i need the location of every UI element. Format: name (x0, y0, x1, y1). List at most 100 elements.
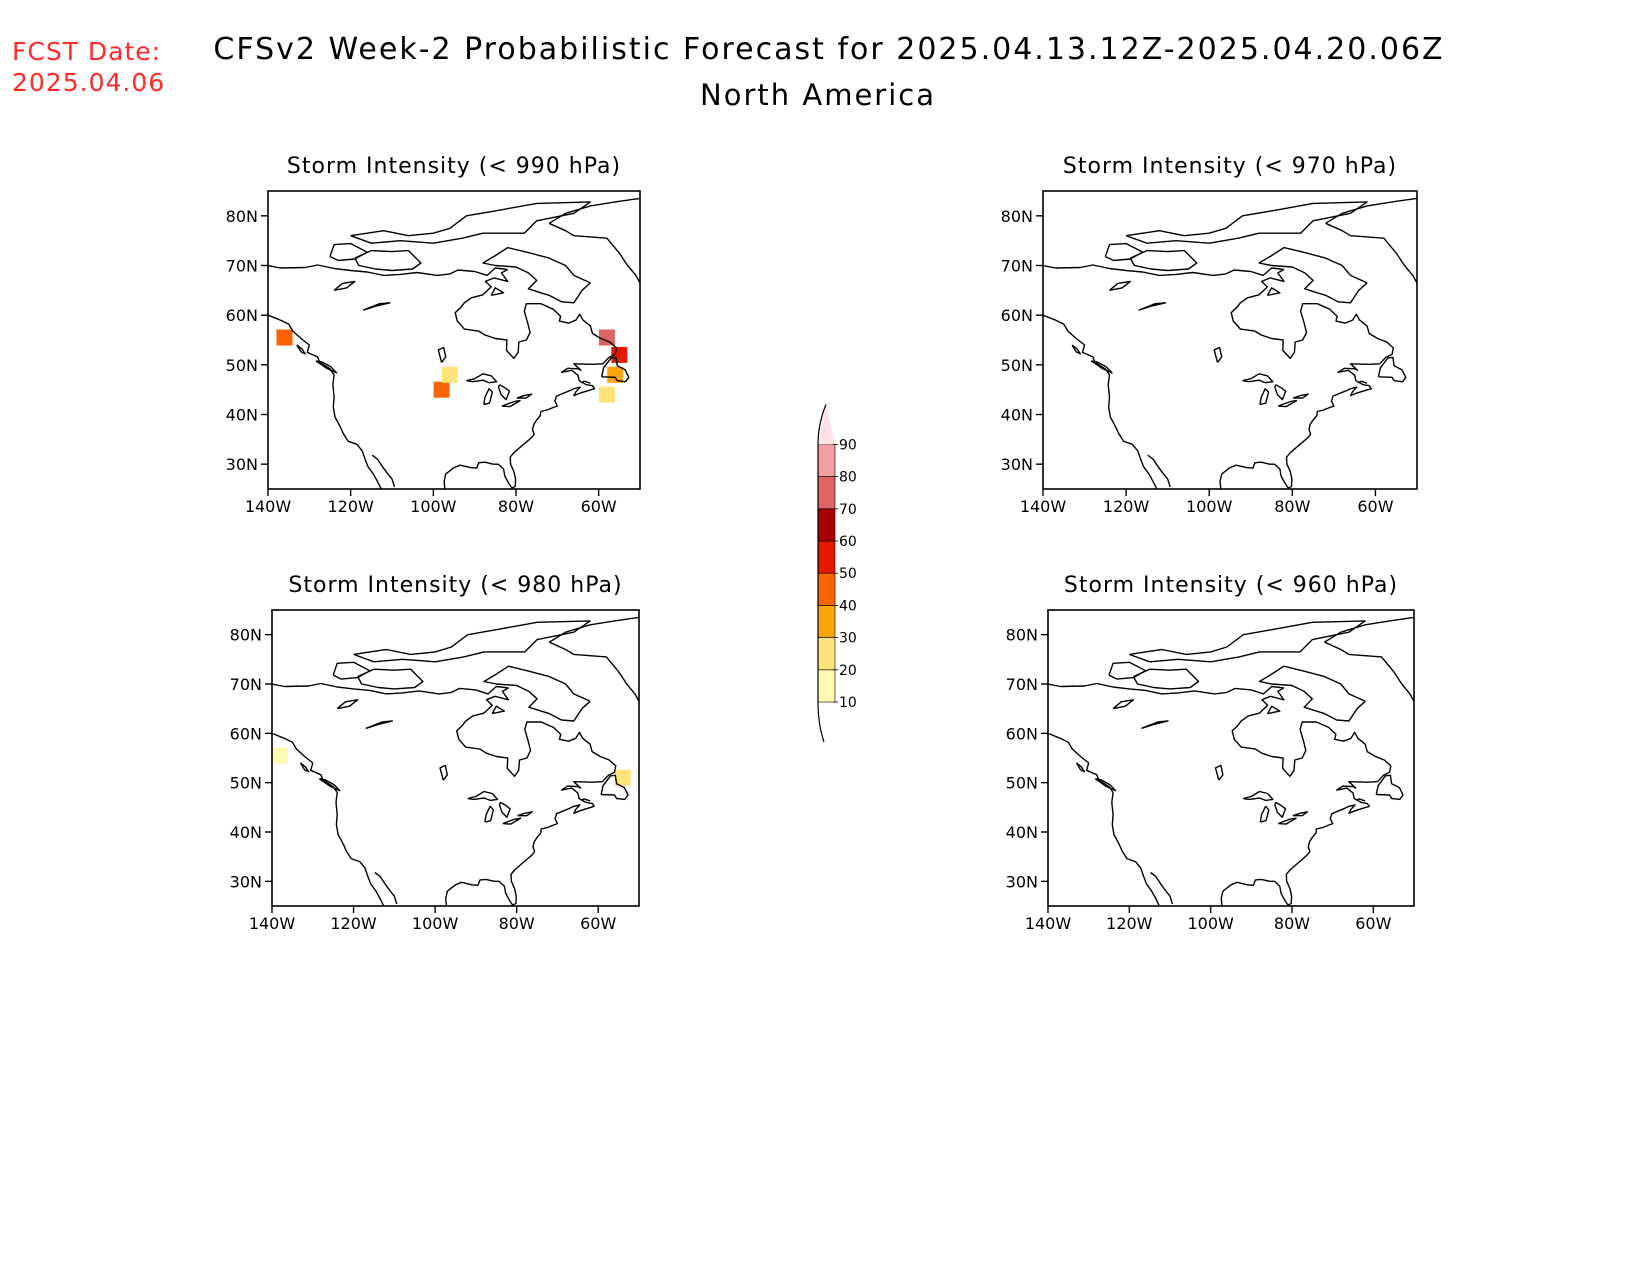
coastline-path (1324, 616, 1414, 643)
page-subtitle: North America (700, 78, 936, 112)
lat-tick-label: 40N (226, 406, 258, 425)
coastline-path (1259, 388, 1270, 406)
coastline-path (502, 817, 522, 825)
coastlines (272, 616, 639, 906)
lon-tick-label: 80W (498, 497, 534, 516)
lat-tick-label: 70N (226, 257, 258, 276)
coastline-path (329, 242, 368, 262)
lon-tick-label: 120W (327, 497, 374, 516)
coastline-path (1104, 242, 1144, 262)
coastline-path (296, 344, 306, 355)
coastline-path (362, 302, 391, 311)
forecast-date: FCST Date: 2025.04.06 (12, 36, 165, 98)
lat-tick-label: 30N (1006, 872, 1038, 891)
lat-tick-label: 80N (1006, 626, 1038, 645)
lon-tick-label: 80W (499, 914, 535, 933)
colorbar-low-triangle (818, 702, 835, 740)
panel-title: Storm Intensity (< 990 hPa) (287, 154, 621, 179)
colorbar-label: 30 (839, 631, 857, 647)
lat-tick-label: 50N (1001, 356, 1033, 375)
lat-tick-label: 50N (1006, 774, 1038, 793)
coastlines (268, 197, 640, 489)
lat-tick-label: 60N (226, 306, 258, 325)
coastline-path (1043, 264, 1285, 277)
coastline-path (1043, 314, 1158, 489)
coastline-path (437, 346, 447, 363)
coastline-path (1325, 197, 1417, 224)
coastline-path (483, 388, 494, 406)
lat-tick-label: 80N (226, 207, 258, 226)
coastline-path (467, 790, 499, 802)
coastline-path (491, 705, 506, 715)
coastline-path (1325, 222, 1417, 284)
map-panel-p960: Storm Intensity (< 960 hPa) 80N 70N 60N 50N 4… (1006, 573, 1415, 933)
coastline-path (1129, 249, 1198, 272)
lon-tick-label: 60W (1357, 497, 1393, 516)
lat-tick-label: 30N (1001, 455, 1033, 474)
colorbar-label: 20 (839, 663, 857, 679)
coastline-path (1258, 246, 1368, 304)
coastline-path (1125, 201, 1368, 244)
coastline-path (1243, 790, 1274, 802)
coastline-path (315, 360, 338, 374)
coastline-path (1324, 641, 1414, 702)
coastline-path (600, 774, 629, 801)
colorbar: 10 20 30 40 50 60 70 80 90 (817, 404, 857, 743)
coastline-path (299, 762, 310, 773)
lat-tick-label: 40N (1001, 406, 1033, 425)
probability-patch (276, 329, 293, 346)
coastline-path (1214, 764, 1224, 781)
lat-tick-label: 30N (226, 455, 258, 474)
coastline-path (1259, 805, 1270, 823)
coastline-path (549, 641, 639, 702)
map-frame (1047, 609, 1415, 907)
coastline-path (1048, 732, 1161, 906)
coastline-path (600, 356, 630, 383)
coastline-path (517, 811, 533, 817)
colorbar-label: 10 (839, 695, 857, 711)
coastline-path (318, 778, 341, 792)
coastline-path (1213, 346, 1223, 363)
probability-shading (272, 747, 631, 786)
coastline-path (501, 399, 521, 408)
coastline-path (548, 616, 639, 643)
colorbar-bin (817, 669, 836, 703)
colorbar-bin (817, 540, 836, 574)
lon-tick-label: 100W (410, 497, 457, 516)
coastline-path (1147, 454, 1171, 488)
lon-tick-label: 140W (1020, 497, 1067, 516)
probability-patch (441, 366, 458, 383)
coastline-path (466, 373, 498, 384)
coastlines (1043, 197, 1417, 489)
coastline-path (350, 201, 592, 244)
coastline-path (332, 661, 371, 680)
panel-title: Storm Intensity (< 960 hPa) (1064, 573, 1398, 598)
coastline-path (1292, 393, 1309, 399)
colorbar-high-triangle (818, 404, 835, 445)
lon-tick-label: 100W (1186, 497, 1233, 516)
coastline-path (354, 249, 422, 272)
map-frame (1042, 190, 1418, 490)
coastline-path (1266, 287, 1281, 296)
lon-tick-label: 140W (245, 497, 292, 516)
coastline-path (498, 801, 511, 818)
coastline-path (580, 380, 591, 384)
coastline-path (1277, 399, 1298, 408)
lon-tick-label: 60W (580, 914, 616, 933)
coastline-path (580, 798, 591, 802)
lon-tick-label: 80W (1274, 914, 1310, 933)
probability-patch (607, 366, 624, 383)
coastline-path (374, 871, 398, 905)
colorbar-label: 40 (839, 598, 857, 614)
colorbar-label: 90 (839, 437, 857, 453)
coastline-path (484, 805, 495, 823)
lat-tick-label: 60N (230, 724, 262, 743)
lat-tick-label: 40N (230, 823, 262, 842)
lat-tick-label: 60N (1001, 306, 1033, 325)
lat-tick-label: 60N (1006, 724, 1038, 743)
coastline-path (1109, 280, 1131, 291)
coastline-path (548, 197, 640, 224)
coastline-path (1138, 302, 1167, 311)
lon-tick-label: 120W (1106, 914, 1153, 933)
coastline-path (371, 454, 396, 488)
